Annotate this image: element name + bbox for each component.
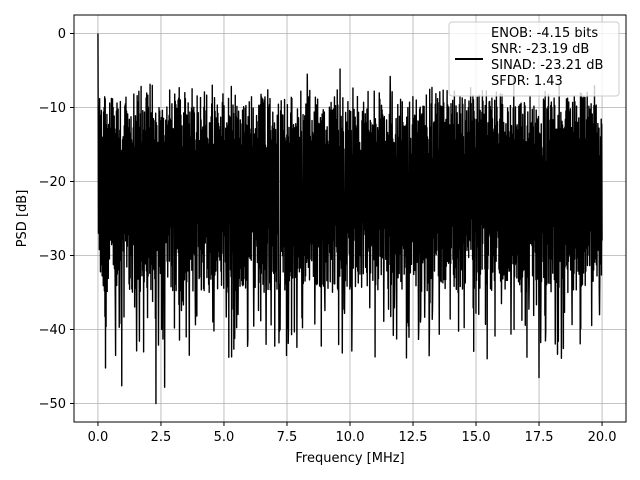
y-tick-label: 0 — [58, 27, 66, 42]
y-tick-label: −20 — [39, 175, 66, 190]
psd-series — [97, 33, 603, 405]
legend-box — [448, 21, 620, 97]
y-tick-label: −10 — [39, 101, 66, 116]
axis-ticks: 0.0 2.5 5.0 7.5 10.0 12.5 15.0 17.5 20.0 0 −10 −20 −… — [39, 27, 617, 445]
x-tick-label: 12.5 — [399, 430, 428, 445]
psd-line — [97, 33, 603, 405]
x-tick-label: 0.0 — [88, 430, 109, 445]
x-tick-label: 10.0 — [336, 430, 365, 445]
x-tick-label: 2.5 — [151, 430, 172, 445]
legend-entry-line: SFDR: 1.43 — [491, 74, 563, 89]
x-axis-label: Frequency [MHz] — [295, 451, 404, 466]
x-tick-label: 17.5 — [525, 430, 554, 445]
legend-entry-line: ENOB: -4.15 bits — [491, 26, 598, 41]
x-tick-label: 5.0 — [214, 430, 235, 445]
legend-entry-line: SNR: -23.19 dB — [491, 42, 589, 57]
x-tick-label: 15.0 — [462, 430, 491, 445]
y-axis-label: PSD [dB] — [15, 190, 30, 248]
legend-entry-line: SINAD: -23.21 dB — [491, 58, 603, 73]
x-tick-label: 7.5 — [277, 430, 298, 445]
y-tick-label: −30 — [39, 249, 66, 264]
y-tick-label: −50 — [39, 397, 66, 412]
x-tick-label: 20.0 — [588, 430, 617, 445]
y-tick-label: −40 — [39, 323, 66, 338]
